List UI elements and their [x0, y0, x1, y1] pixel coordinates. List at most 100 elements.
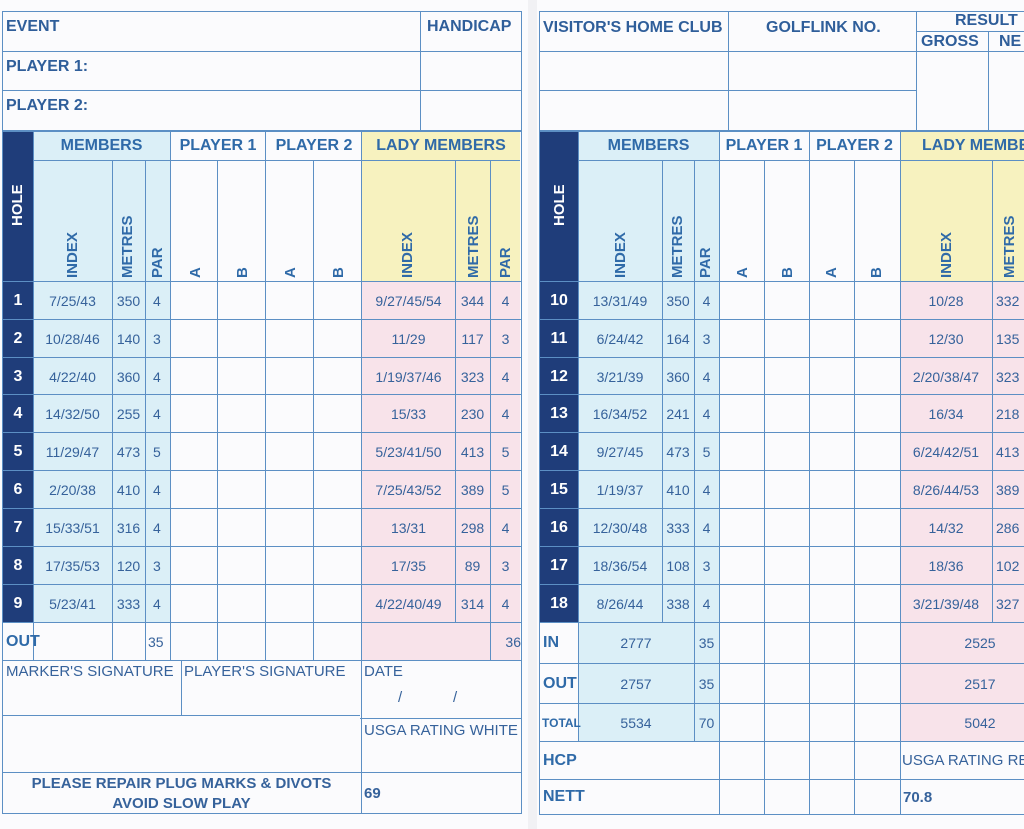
player1-b-score[interactable] [765, 433, 809, 470]
player2-a-score[interactable] [266, 509, 313, 546]
player1-b-score[interactable] [218, 547, 265, 584]
lady-index: 15/33 [390, 405, 427, 422]
visitor-row-1[interactable] [539, 51, 729, 91]
player2-b-score[interactable] [314, 433, 361, 470]
player1-a-score[interactable] [720, 395, 764, 432]
player2-b-score[interactable] [314, 585, 361, 622]
player1-b-score[interactable] [218, 433, 265, 470]
player-signature-field[interactable] [182, 680, 359, 714]
player1-b-score[interactable] [765, 509, 809, 546]
player1-b-score[interactable] [218, 585, 265, 622]
player2-b-score[interactable] [855, 433, 900, 470]
player1-b-score[interactable] [765, 358, 809, 395]
members-par: 4 [702, 519, 711, 536]
player2-a-score[interactable] [266, 358, 313, 395]
player1-a-score[interactable] [720, 433, 764, 470]
player1-b-score[interactable] [765, 471, 809, 508]
player1-b-score[interactable] [218, 320, 265, 357]
player1-a-score[interactable] [720, 320, 764, 357]
player2-a-score[interactable] [810, 395, 854, 432]
lady-metres-header: METRES [1001, 215, 1018, 278]
player2-handicap-field[interactable] [420, 90, 522, 131]
player2-a-score[interactable] [810, 585, 854, 622]
player1-b-score[interactable] [765, 395, 809, 432]
player2-a-score[interactable] [266, 282, 313, 319]
player2-b-score[interactable] [855, 320, 900, 357]
player2-a-header: A [823, 267, 840, 278]
player2-a-score[interactable] [810, 320, 854, 357]
player2-a-score[interactable] [266, 585, 313, 622]
player1-a-score[interactable] [171, 433, 217, 470]
members-metres: 410 [666, 481, 690, 498]
player2-b-score[interactable] [855, 282, 900, 319]
player1-a-score[interactable] [720, 358, 764, 395]
player2-a-score[interactable] [810, 433, 854, 470]
usga-white-value: 69 [364, 785, 381, 802]
player2-b-score[interactable] [314, 471, 361, 508]
gross-result-field[interactable] [916, 51, 989, 131]
player1-b-score[interactable] [218, 282, 265, 319]
player1-a-score[interactable] [171, 395, 217, 432]
player2-b-score[interactable] [314, 509, 361, 546]
player2-a-score[interactable] [810, 358, 854, 395]
player1-b-score[interactable] [765, 547, 809, 584]
player2-a-score[interactable] [266, 320, 313, 357]
members-metres: 338 [666, 595, 690, 612]
player2-b-score[interactable] [314, 547, 361, 584]
player1-a-score[interactable] [720, 585, 764, 622]
player1-b-score[interactable] [765, 282, 809, 319]
player2-b-score[interactable] [314, 395, 361, 432]
player2-b-score[interactable] [855, 547, 900, 584]
player1-a-score[interactable] [171, 320, 217, 357]
marker-signature-field[interactable] [3, 680, 180, 714]
player1-a-score[interactable] [720, 547, 764, 584]
player2-a-score[interactable] [266, 471, 313, 508]
player1-a-score[interactable] [171, 471, 217, 508]
player1-b-score[interactable] [765, 585, 809, 622]
in-par: 35 [698, 635, 715, 651]
player2-b-score[interactable] [855, 358, 900, 395]
player1-b-score[interactable] [218, 358, 265, 395]
player2-b-score[interactable] [314, 320, 361, 357]
lady-rows-bg [362, 282, 520, 660]
player2-a-score[interactable] [810, 471, 854, 508]
player1-b-score[interactable] [218, 471, 265, 508]
player1-b-score[interactable] [765, 320, 809, 357]
player1-a-score[interactable] [171, 585, 217, 622]
player2-b-score[interactable] [314, 282, 361, 319]
player1-b-score[interactable] [218, 395, 265, 432]
visitor-row-2[interactable] [539, 90, 729, 131]
player2-b-score[interactable] [314, 358, 361, 395]
player2-b-score[interactable] [855, 509, 900, 546]
player2-header: PLAYER 2 [816, 137, 893, 154]
player1-a-score[interactable] [720, 509, 764, 546]
lady-index-header: INDEX [399, 232, 416, 278]
player2-a-score[interactable] [810, 547, 854, 584]
player1-a-score[interactable] [171, 358, 217, 395]
player1-a-score[interactable] [171, 282, 217, 319]
player2-a-score[interactable] [266, 547, 313, 584]
notice-line-2: AVOID SLOW PLAY [112, 795, 251, 812]
player1-a-score[interactable] [720, 282, 764, 319]
player2-b-score[interactable] [855, 395, 900, 432]
lady-index: 8/26/44/53 [912, 481, 980, 498]
nett-result-label: NE [999, 33, 1022, 50]
blank-signature-area[interactable] [3, 716, 360, 771]
player1-a-score[interactable] [720, 471, 764, 508]
player1-a-score[interactable] [171, 547, 217, 584]
player2-a-score[interactable] [810, 282, 854, 319]
date-label: DATE [364, 662, 403, 680]
event-field[interactable] [2, 11, 421, 52]
player2-a-score[interactable] [810, 509, 854, 546]
player1-b-score[interactable] [218, 509, 265, 546]
hole-column-bg [540, 132, 578, 622]
player1-a-score[interactable] [171, 509, 217, 546]
player2-b-score[interactable] [855, 471, 900, 508]
nett-result-field[interactable] [988, 51, 1024, 131]
player1-handicap-field[interactable] [420, 51, 522, 91]
golflink-row-2[interactable] [728, 90, 917, 131]
golflink-row-1[interactable] [728, 51, 917, 91]
player2-b-score[interactable] [855, 585, 900, 622]
player2-a-score[interactable] [266, 433, 313, 470]
player2-a-score[interactable] [266, 395, 313, 432]
